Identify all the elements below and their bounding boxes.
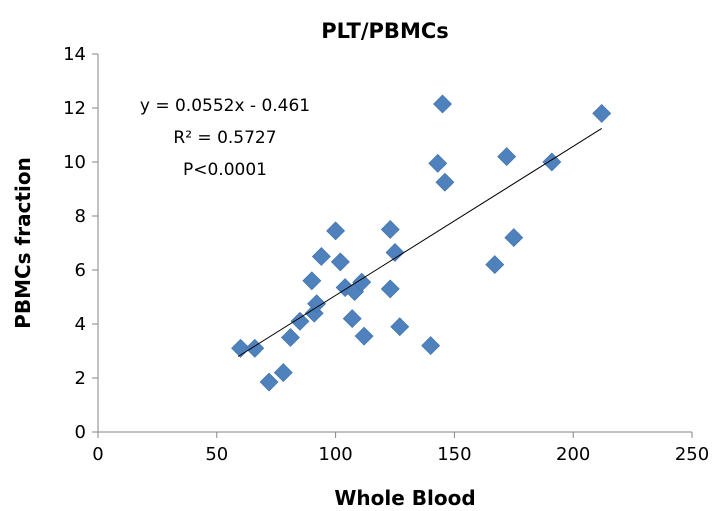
y-tick-label: 0	[75, 422, 86, 443]
data-point	[231, 338, 250, 358]
data-point	[390, 317, 410, 337]
y-tick-label: 10	[63, 152, 86, 173]
data-point	[259, 372, 279, 392]
data-point	[342, 309, 362, 329]
data-point	[380, 279, 400, 299]
y-tick-label: 12	[63, 98, 86, 119]
data-point	[290, 311, 310, 331]
data-point	[311, 247, 331, 266]
data-point	[380, 220, 400, 239]
x-tick-label: 250	[675, 444, 709, 465]
data-point	[281, 328, 300, 347]
equation-annotation: y = 0.0552x - 0.461	[140, 96, 310, 116]
y-axis-title: PBMCs fraction	[11, 157, 35, 329]
data-point	[592, 103, 612, 123]
y-tick-label: 4	[75, 314, 86, 335]
data-point	[352, 272, 372, 292]
data-point	[421, 336, 441, 356]
chart-title: PLT/PBMCs	[321, 19, 449, 43]
data-point	[428, 153, 448, 173]
x-tick-label: 0	[92, 444, 103, 465]
data-point	[497, 147, 517, 167]
data-point	[354, 326, 374, 346]
x-tick-label: 150	[437, 444, 471, 465]
data-point	[245, 338, 265, 358]
data-point	[433, 94, 452, 114]
data-point	[273, 363, 293, 383]
r-squared-annotation: R² = 0.5727	[173, 128, 276, 148]
x-tick-label: 50	[205, 444, 228, 465]
data-point	[385, 243, 405, 262]
data-point	[435, 172, 455, 192]
data-point	[307, 294, 327, 314]
trendline	[237, 128, 602, 357]
data-point	[330, 252, 350, 272]
y-tick-label: 6	[75, 260, 86, 281]
y-tick-label: 14	[63, 44, 86, 65]
data-point	[485, 255, 505, 275]
x-tick-label: 200	[556, 444, 590, 465]
x-axis-title: Whole Blood	[334, 486, 475, 510]
x-tick-label: 100	[318, 444, 352, 465]
y-tick-label: 2	[75, 368, 86, 389]
data-point	[504, 228, 524, 248]
data-point	[302, 271, 322, 291]
data-point	[326, 221, 346, 241]
y-tick-label: 8	[75, 206, 86, 227]
p-value-annotation: P<0.0001	[183, 160, 267, 180]
plot-area: 0 2 4 6 8 10 12 14 0 50 100 150 200 250	[63, 44, 709, 465]
